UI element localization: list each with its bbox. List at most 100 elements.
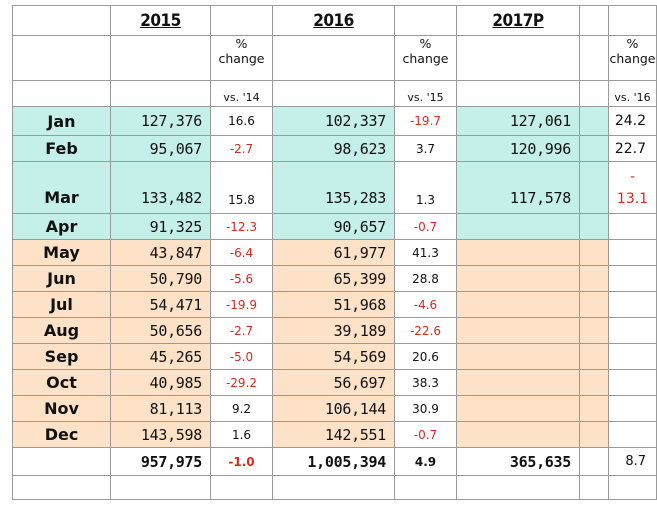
change-2015: -19.9 bbox=[210, 291, 273, 318]
month-label: Apr bbox=[12, 213, 111, 240]
vs-2016-label: vs. '16 bbox=[608, 80, 657, 107]
change-label: change bbox=[402, 51, 449, 66]
blank-cell bbox=[272, 475, 395, 500]
vs-2015-label: vs. '15 bbox=[394, 80, 457, 107]
table-row: Sep 45,265 -5.0 54,569 20.6 bbox=[12, 343, 657, 370]
blank-cell bbox=[456, 317, 580, 344]
blank-cell bbox=[12, 35, 111, 81]
blank-cell bbox=[272, 35, 395, 81]
blank-cell bbox=[110, 35, 211, 81]
change-2015: 1.6 bbox=[210, 421, 273, 448]
blank-cell bbox=[579, 239, 609, 266]
value-2015: 50,790 bbox=[110, 265, 211, 292]
value-2016: 54,569 bbox=[272, 343, 395, 370]
change-2016: 30.9 bbox=[394, 395, 457, 422]
value-2017: 120,996 bbox=[456, 135, 580, 162]
month-label: Aug bbox=[12, 317, 111, 344]
value-2015: 91,325 bbox=[110, 213, 211, 240]
value-2016: 61,977 bbox=[272, 239, 395, 266]
year-header-2015: 2015 bbox=[110, 5, 211, 36]
change-2016: -22.6 bbox=[394, 317, 457, 344]
value-2015: 133,482 bbox=[110, 161, 211, 214]
total-2016: 1,005,394 bbox=[272, 447, 395, 476]
change-2016: -4.6 bbox=[394, 291, 457, 318]
change-2015: 9.2 bbox=[210, 395, 273, 422]
total-change-2015: -1.0 bbox=[210, 447, 273, 476]
blank-cell bbox=[579, 135, 609, 162]
blank-cell bbox=[579, 395, 609, 422]
blank-cell bbox=[579, 421, 609, 448]
table-row: Jul 54,471 -19.9 51,968 -4.6 bbox=[12, 291, 657, 318]
blank-cell bbox=[12, 80, 111, 107]
blank-cell bbox=[608, 395, 657, 422]
month-label: Jul bbox=[12, 291, 111, 318]
year-header-2017p: 2017P bbox=[456, 5, 580, 36]
blank-cell bbox=[579, 369, 609, 396]
blank-cell bbox=[456, 239, 580, 266]
table-row: Jun 50,790 -5.6 65,399 28.8 bbox=[12, 265, 657, 292]
change-2016: 1.3 bbox=[394, 161, 457, 214]
vs-2014-label: vs. '14 bbox=[210, 80, 273, 107]
change-2016: 20.6 bbox=[394, 343, 457, 370]
change-2015: 16.6 bbox=[210, 106, 273, 136]
change-2015: -2.7 bbox=[210, 135, 273, 162]
value-2016: 102,337 bbox=[272, 106, 395, 136]
pct-change-header-2015: % change bbox=[210, 35, 273, 81]
blank-cell bbox=[456, 291, 580, 318]
total-2015: 957,975 bbox=[110, 447, 211, 476]
value-2016: 56,697 bbox=[272, 369, 395, 396]
value-2016: 51,968 bbox=[272, 291, 395, 318]
value-2017: 127,061 bbox=[456, 106, 580, 136]
change-2016: 28.8 bbox=[394, 265, 457, 292]
blank-cell bbox=[608, 239, 657, 266]
change-2016: -19.7 bbox=[394, 106, 457, 136]
pct-symbol: % bbox=[419, 36, 432, 52]
value-2015: 40,985 bbox=[110, 369, 211, 396]
value-2016: 65,399 bbox=[272, 265, 395, 292]
total-change-2016: 4.9 bbox=[394, 447, 457, 476]
table-row: Dec 143,598 1.6 142,551 -0.7 bbox=[12, 421, 657, 448]
blank-cell bbox=[579, 447, 609, 476]
blank-cell bbox=[579, 161, 609, 214]
blank-cell bbox=[110, 475, 211, 500]
blank-cell bbox=[456, 475, 580, 500]
pct-symbol: % bbox=[235, 36, 248, 52]
blank-cell bbox=[579, 80, 609, 107]
blank-cell bbox=[608, 369, 657, 396]
blank-cell bbox=[579, 106, 609, 136]
blank-cell bbox=[579, 291, 609, 318]
pct-change-header-2016: % change bbox=[394, 35, 457, 81]
blank-cell bbox=[456, 80, 580, 107]
total-change-2017: 8.7 bbox=[608, 447, 657, 476]
blank-cell bbox=[12, 447, 111, 476]
value-2015: 81,113 bbox=[110, 395, 211, 422]
blank-cell bbox=[456, 395, 580, 422]
change-2016: -0.7 bbox=[394, 213, 457, 240]
table-row: May 43,847 -6.4 61,977 41.3 bbox=[12, 239, 657, 266]
change-sign: - bbox=[629, 168, 636, 185]
blank-cell bbox=[456, 369, 580, 396]
blank-cell bbox=[456, 421, 580, 448]
change-2016: 38.3 bbox=[394, 369, 457, 396]
value-2016: 135,283 bbox=[272, 161, 395, 214]
blank-cell bbox=[608, 421, 657, 448]
blank-cell bbox=[210, 5, 273, 36]
month-label: Sep bbox=[12, 343, 111, 370]
blank-cell bbox=[579, 343, 609, 370]
blank-cell bbox=[12, 475, 111, 500]
month-label: Dec bbox=[12, 421, 111, 448]
blank-cell bbox=[579, 213, 609, 240]
blank-cell bbox=[456, 35, 580, 81]
change-2017: 22.7 bbox=[608, 135, 657, 162]
blank-cell bbox=[456, 213, 580, 240]
change-label: change bbox=[609, 51, 656, 66]
value-2015: 127,376 bbox=[110, 106, 211, 136]
month-label: May bbox=[12, 239, 111, 266]
blank-cell bbox=[456, 265, 580, 292]
blank-cell bbox=[210, 475, 273, 500]
totals-row: 957,975 -1.0 1,005,394 4.9 365,635 8.7 bbox=[12, 447, 657, 476]
value-2016: 142,551 bbox=[272, 421, 395, 448]
value-2015: 95,067 bbox=[110, 135, 211, 162]
blank-cell bbox=[394, 5, 457, 36]
sales-table: 2015 2016 2017P % change % change % change … bbox=[12, 5, 657, 500]
